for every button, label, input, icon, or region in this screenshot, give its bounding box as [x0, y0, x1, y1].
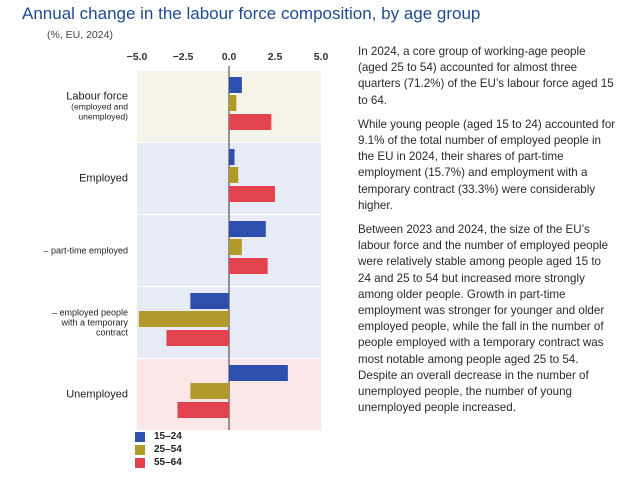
bar-25-54 [229, 95, 237, 111]
legend-label-25-54: 25–54 [154, 444, 182, 455]
x-tick-label: −2.5 [173, 51, 194, 63]
bar-55-64 [177, 402, 229, 418]
bar-25-54 [138, 311, 229, 327]
category-label: – employed people with a temporary contrac… [52, 308, 129, 338]
bar-15-24 [190, 293, 229, 309]
category-label: – part-time employed [43, 246, 128, 256]
bar-15-24 [229, 365, 288, 381]
legend-item-55-64: 55–64 [135, 456, 182, 469]
legend-swatch-15-24 [135, 431, 145, 442]
x-tick-label: 2.5 [268, 51, 283, 63]
bar-55-64 [166, 330, 229, 346]
bar-chart: −5.0 −2.5 0.0 2.5 5.0 Labour force (employed a… [43, 51, 329, 430]
bar-55-64 [229, 186, 275, 202]
bar-55-64 [229, 258, 268, 274]
bar-25-54 [229, 167, 239, 183]
paragraph-2: While young people (aged 15 to 24) accou… [358, 117, 616, 212]
chart-subtitle: (%, EU, 2024) [47, 29, 113, 41]
paragraph-1: In 2024, a core group of working-age peo… [358, 45, 614, 107]
chart-title: Annual change in the labour force compos… [22, 4, 481, 23]
bar-25-54 [229, 239, 242, 255]
bar-55-64 [229, 114, 272, 130]
paragraph-3: Between 2023 and 2024, the size of the E… [358, 223, 609, 415]
legend-swatch-55-64 [135, 457, 145, 468]
legend-label-55-64: 55–64 [154, 457, 182, 468]
bar-25-54 [190, 383, 229, 399]
category-label: Employed [79, 173, 128, 185]
category-label: Labour force (employed and unemployed) [66, 91, 128, 122]
category-label: Unemployed [66, 389, 128, 401]
bar-15-24 [229, 221, 266, 237]
x-tick-label: 0.0 [222, 51, 237, 63]
x-tick-label: 5.0 [314, 51, 329, 63]
chart-legend: 15–24 25–54 55–64 [135, 430, 182, 469]
bar-15-24 [229, 149, 235, 165]
legend-item-15-24: 15–24 [135, 430, 182, 443]
legend-label-15-24: 15–24 [154, 431, 182, 442]
x-tick-label: −5.0 [127, 51, 148, 63]
commentary-text: In 2024, a core group of working-age peo… [358, 44, 616, 424]
bar-15-24 [229, 77, 242, 93]
legend-item-25-54: 25–54 [135, 443, 182, 456]
legend-swatch-25-54 [135, 444, 145, 455]
